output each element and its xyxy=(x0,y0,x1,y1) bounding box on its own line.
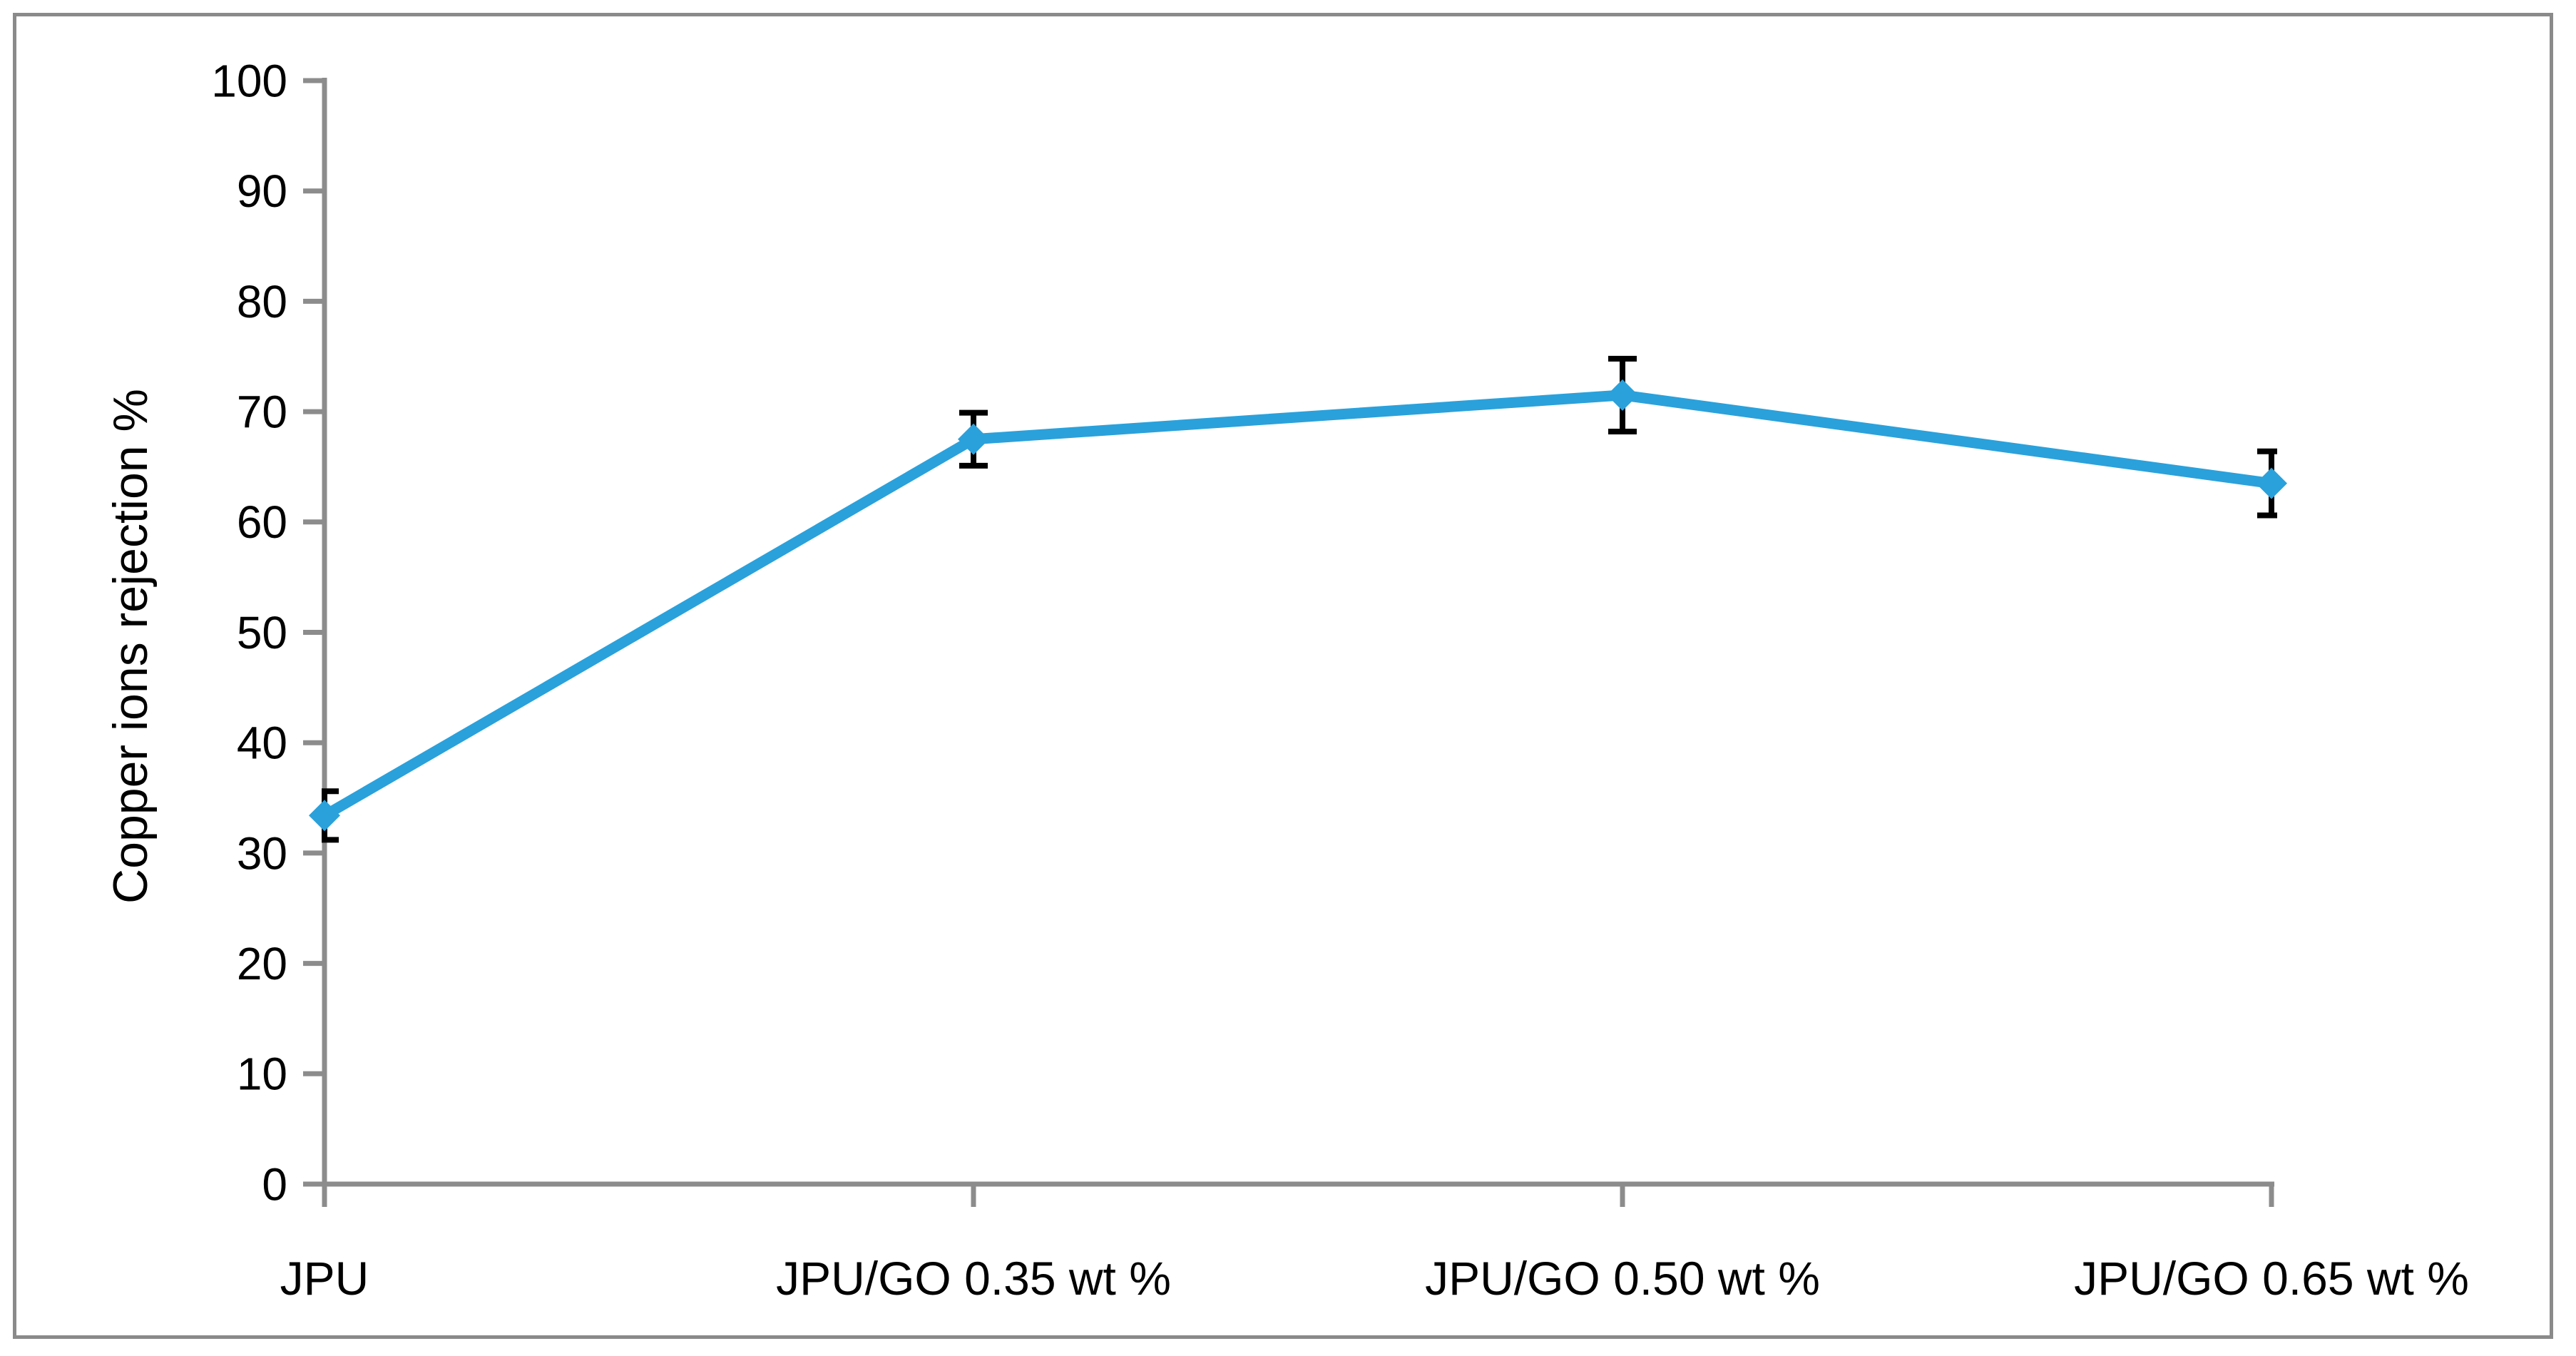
chart-border xyxy=(13,13,2553,1339)
y-tick-label: 80 xyxy=(237,276,287,327)
data-line xyxy=(319,389,2277,821)
y-tick-label: 0 xyxy=(262,1158,287,1210)
y-tick-label: 40 xyxy=(237,718,287,769)
y-tick-label: 20 xyxy=(237,938,287,989)
axes xyxy=(303,78,2274,1207)
data-point-marker xyxy=(309,800,340,832)
data-point-marker xyxy=(2256,467,2287,499)
markers-group xyxy=(309,379,2287,832)
error-bars-group xyxy=(322,355,2277,843)
data-point-marker xyxy=(958,423,989,455)
x-category-label: JPU/GO 0.35 wt % xyxy=(776,1252,1171,1305)
y-tick-label: 30 xyxy=(237,827,287,879)
x-category-label: JPU xyxy=(280,1252,369,1305)
y-tick-label: 60 xyxy=(237,496,287,548)
y-tick-label: 10 xyxy=(237,1049,287,1100)
y-tick-label: 100 xyxy=(211,55,287,106)
y-tick-label: 50 xyxy=(237,607,287,658)
series-line-group xyxy=(319,389,2277,821)
y-tick-label: 90 xyxy=(237,165,287,217)
y-axis-title: Copper ions rejection % xyxy=(103,389,158,904)
axis-labels-group: 0 10 20 30 40 50 60 70 80 90 100 JPU JPU/GO 0.35 wt … xyxy=(211,55,2469,1305)
x-category-label: JPU/GO 0.65 wt % xyxy=(2074,1252,2469,1305)
data-point-marker xyxy=(1607,379,1638,411)
x-category-label: JPU/GO 0.50 wt % xyxy=(1425,1252,1820,1305)
y-tick-label: 70 xyxy=(237,387,287,438)
